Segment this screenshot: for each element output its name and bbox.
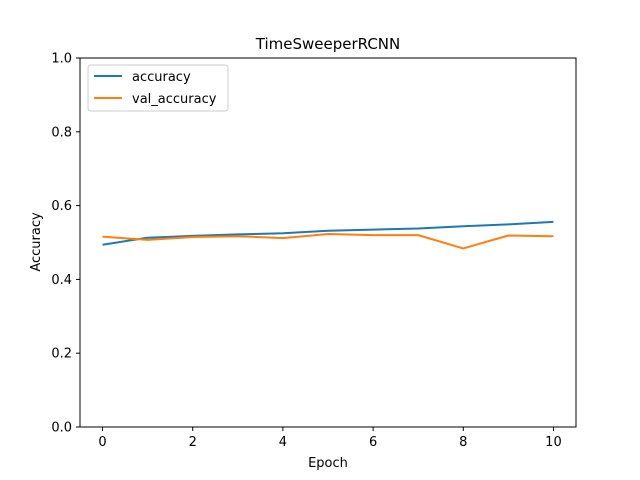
- legend: accuracy val_accuracy: [87, 64, 229, 112]
- x-axis-label: Epoch: [308, 456, 348, 471]
- x-tick-label: 4: [279, 435, 287, 450]
- y-axis-label: Accuracy: [29, 212, 44, 272]
- x-tick-label: 6: [369, 435, 377, 450]
- y-tick-label: 0.2: [51, 347, 72, 362]
- legend-label: val_accuracy: [132, 92, 217, 107]
- x-tick-label: 8: [459, 435, 467, 450]
- series-line-val-accuracy: [102, 233, 554, 250]
- chart-title: TimeSweeperRCNN: [255, 35, 400, 53]
- y-axis: 0.0 0.2 0.4 0.6 0.8 1.0: [51, 52, 80, 436]
- y-tick-label: 1.0: [51, 52, 72, 67]
- x-tick-label: 0: [98, 435, 106, 450]
- x-tick-label: 10: [545, 435, 562, 450]
- x-tick-label: 2: [189, 435, 197, 450]
- series-lines: [102, 220, 554, 250]
- legend-box: [87, 64, 229, 112]
- y-tick-label: 0.8: [51, 125, 72, 140]
- legend-label: accuracy: [132, 70, 191, 85]
- plot-area: [79, 57, 577, 428]
- x-axis: 0 2 4 6 8 10: [98, 427, 562, 450]
- y-tick-label: 0.6: [51, 199, 72, 214]
- series-line-accuracy: [102, 220, 554, 246]
- plot-frame: [79, 57, 577, 428]
- y-tick-label: 0.4: [51, 273, 72, 288]
- y-tick-label: 0.0: [51, 421, 72, 436]
